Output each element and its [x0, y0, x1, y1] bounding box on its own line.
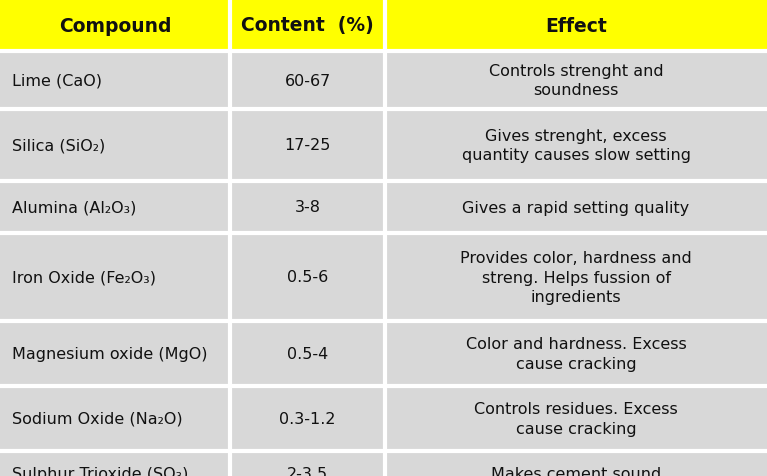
Bar	[230, 386, 385, 451]
Text: Sulphur Trioxide (SO₃): Sulphur Trioxide (SO₃)	[12, 466, 189, 476]
Bar	[230, 110, 385, 182]
Text: Alumina (Al₂O₃): Alumina (Al₂O₃)	[12, 200, 137, 215]
Text: Sodium Oxide (Na₂O): Sodium Oxide (Na₂O)	[12, 411, 183, 426]
Bar	[385, 110, 767, 182]
Text: Controls strenght and
soundness: Controls strenght and soundness	[489, 64, 663, 98]
Text: 17-25: 17-25	[285, 138, 331, 153]
Text: Provides color, hardness and
streng. Helps fussion of
ingredients: Provides color, hardness and streng. Hel…	[460, 251, 692, 304]
Text: Gives a rapid setting quality: Gives a rapid setting quality	[463, 200, 690, 215]
Text: 0.5-4: 0.5-4	[287, 346, 328, 361]
Text: 3-8: 3-8	[295, 200, 321, 215]
Text: Silica (SiO₂): Silica (SiO₂)	[12, 138, 105, 153]
Bar	[385, 182, 767, 234]
Text: Controls residues. Excess
cause cracking: Controls residues. Excess cause cracking	[474, 402, 678, 436]
Bar	[230, 451, 385, 476]
Text: Compound: Compound	[59, 17, 171, 35]
Text: 2-3.5: 2-3.5	[287, 466, 328, 476]
Bar	[385, 52, 767, 110]
Text: Magnesium oxide (MgO): Magnesium oxide (MgO)	[12, 346, 208, 361]
Text: Lime (CaO): Lime (CaO)	[12, 73, 102, 89]
Bar	[0, 52, 230, 110]
Text: Makes cement sound: Makes cement sound	[491, 466, 661, 476]
Bar	[230, 321, 385, 386]
Bar	[0, 110, 230, 182]
Text: Effect: Effect	[545, 17, 607, 35]
Bar	[230, 182, 385, 234]
Bar	[0, 321, 230, 386]
Text: Color and hardness. Excess
cause cracking: Color and hardness. Excess cause crackin…	[466, 337, 686, 371]
Text: Gives strenght, excess
quantity causes slow setting: Gives strenght, excess quantity causes s…	[462, 129, 690, 163]
Text: Iron Oxide (Fe₂O₃): Iron Oxide (Fe₂O₃)	[12, 270, 156, 285]
Text: 60-67: 60-67	[285, 73, 331, 89]
Text: 0.5-6: 0.5-6	[287, 270, 328, 285]
Bar	[0, 234, 230, 321]
Bar	[0, 0, 767, 52]
Bar	[385, 321, 767, 386]
Text: Content  (%): Content (%)	[241, 17, 374, 35]
Bar	[385, 234, 767, 321]
Bar	[230, 234, 385, 321]
Bar	[385, 386, 767, 451]
Bar	[385, 451, 767, 476]
Bar	[0, 386, 230, 451]
Text: 0.3-1.2: 0.3-1.2	[279, 411, 336, 426]
Bar	[0, 451, 230, 476]
Bar	[0, 182, 230, 234]
Bar	[230, 52, 385, 110]
